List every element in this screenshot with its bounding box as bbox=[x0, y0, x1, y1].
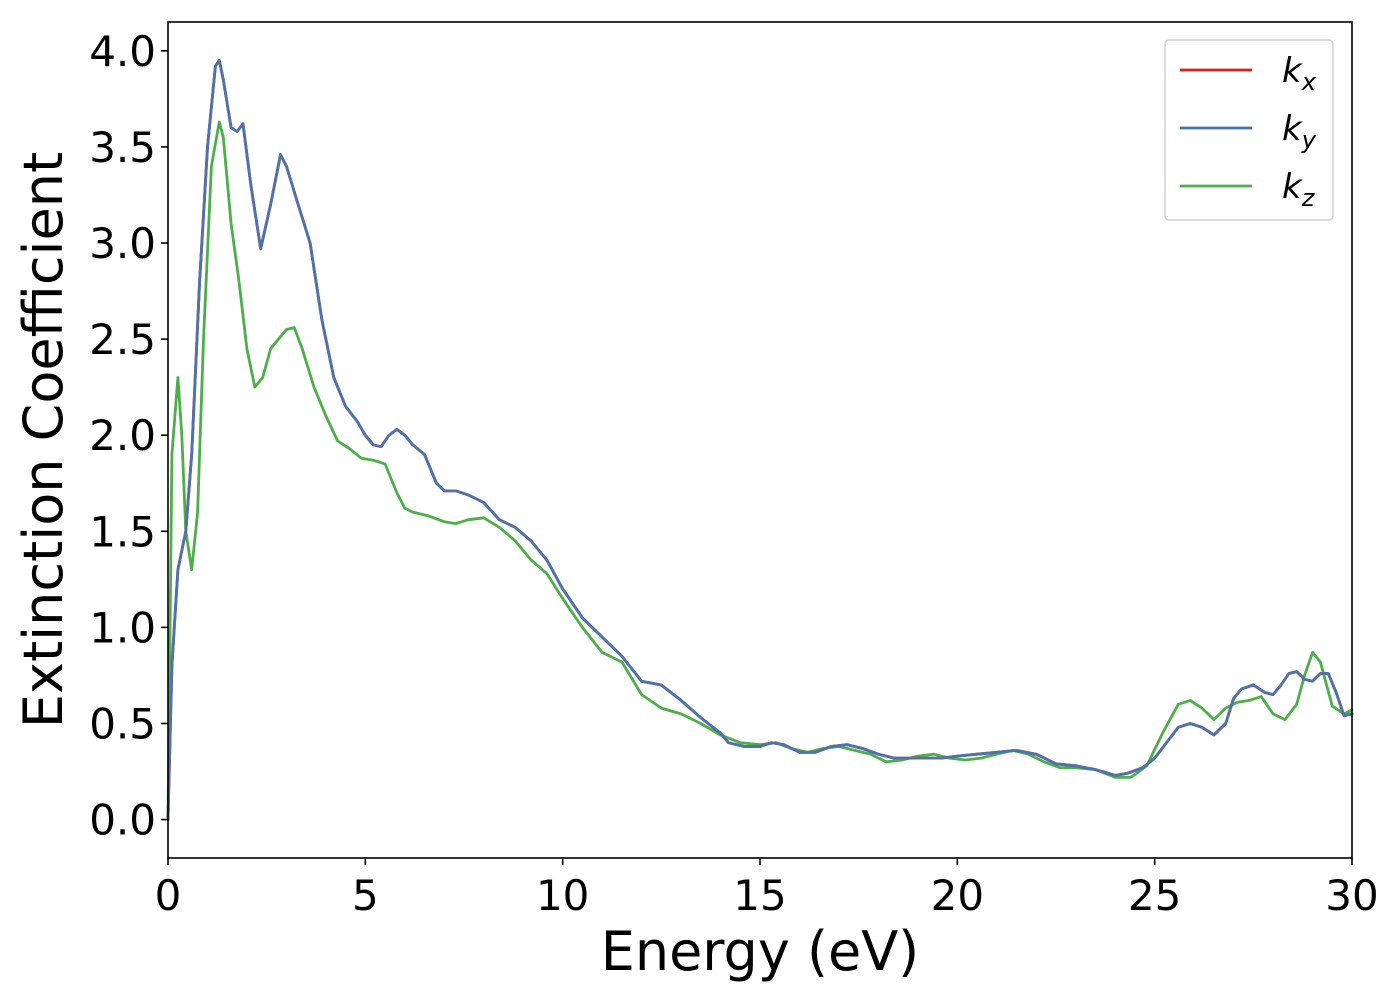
y-tick-label: 2.5 bbox=[89, 315, 156, 364]
y-tick-label: 3.0 bbox=[89, 219, 156, 268]
y-axis-ticks: 0.0 0.5 1.0 1.5 2.0 2.5 3.0 3.5 4.0 bbox=[89, 27, 168, 845]
x-tick-label: 0 bbox=[155, 871, 182, 920]
x-tick-label: 30 bbox=[1325, 871, 1378, 920]
y-tick-label: 1.5 bbox=[89, 507, 156, 556]
legend-subscript: y bbox=[1301, 126, 1317, 154]
x-tick-label: 15 bbox=[733, 871, 786, 920]
legend-box bbox=[1164, 39, 1334, 221]
series-layer bbox=[166, 59, 1354, 821]
y-tick-label: 0.5 bbox=[89, 699, 156, 748]
legend-label-y: ky bbox=[1282, 109, 1317, 154]
y-axis-label: Extinction Coefficient bbox=[12, 152, 75, 728]
x-tick-label: 25 bbox=[1128, 871, 1181, 920]
y-tick-label: 3.5 bbox=[89, 123, 156, 172]
x-tick-label: 5 bbox=[352, 871, 379, 920]
plot-area bbox=[166, 21, 1354, 859]
series-line-z bbox=[166, 120, 1354, 821]
y-tick-label: 0.0 bbox=[89, 796, 156, 845]
y-tick-label: 2.0 bbox=[89, 411, 156, 460]
legend-subscript: z bbox=[1301, 184, 1316, 212]
x-axis-ticks: 0 5 10 15 20 25 30 bbox=[155, 858, 1379, 920]
y-tick-label: 1.0 bbox=[89, 603, 156, 652]
x-axis-label: Energy (eV) bbox=[601, 920, 920, 983]
legend-subscript: x bbox=[1301, 68, 1317, 96]
series-line-y bbox=[166, 59, 1354, 821]
x-tick-label: 20 bbox=[931, 871, 984, 920]
plot-background bbox=[168, 22, 1352, 858]
y-tick-label: 4.0 bbox=[89, 27, 156, 76]
x-tick-label: 10 bbox=[536, 871, 589, 920]
